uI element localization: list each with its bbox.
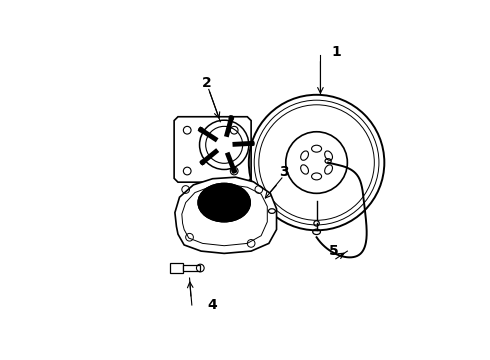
Text: 1: 1 xyxy=(331,45,341,59)
Bar xyxy=(170,263,183,274)
Polygon shape xyxy=(175,177,276,253)
Text: 3: 3 xyxy=(279,165,289,179)
Bar xyxy=(183,265,200,271)
Text: 4: 4 xyxy=(208,298,218,312)
Ellipse shape xyxy=(198,183,250,222)
Text: 5: 5 xyxy=(329,244,339,258)
Text: 2: 2 xyxy=(202,76,212,90)
